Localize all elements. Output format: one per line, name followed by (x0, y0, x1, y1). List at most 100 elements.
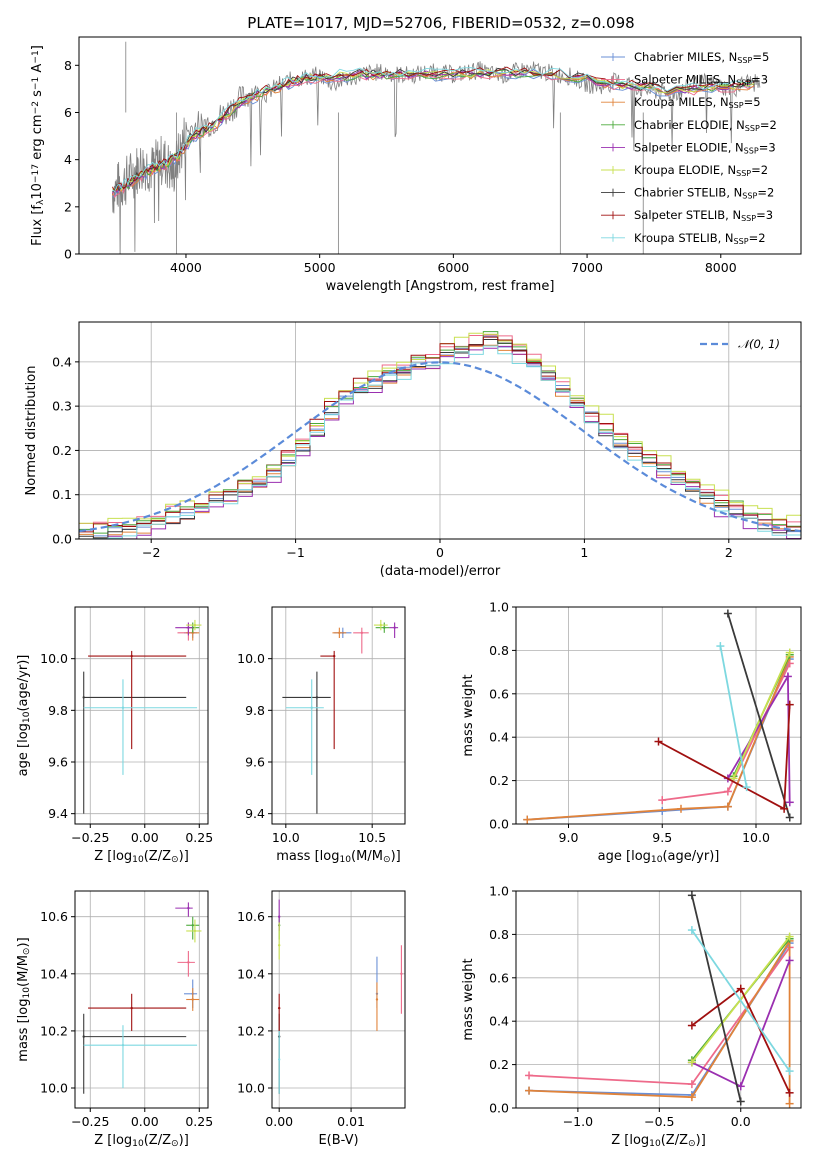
weight-line-6 (727, 613, 791, 818)
x-tick-label: 8000 (705, 260, 737, 275)
x-tick-label: 10.0 (272, 830, 300, 845)
histogram-step-7 (79, 336, 801, 539)
plot-area (111, 41, 761, 254)
data-point (277, 1058, 281, 1061)
x-axis-label: Z [log10(Z/Z⊙)] (94, 1133, 189, 1149)
x-tick-label: 0.00 (131, 830, 159, 845)
data-point (193, 623, 197, 627)
y-tick-label: 0.8 (489, 643, 509, 658)
plot-area (282, 619, 399, 814)
y-tick-label: 0.6 (489, 970, 509, 985)
y-tick-label: 10.0 (237, 1081, 265, 1096)
x-tick-label: 0.25 (185, 1114, 213, 1129)
plot-area (82, 619, 202, 814)
weight-line-2 (528, 937, 791, 1104)
x-tick-label: −2 (142, 545, 160, 560)
x-tick-label: 0.00 (131, 1114, 159, 1129)
y-tick-label: 10.4 (237, 966, 265, 981)
legend-label: Salpeter ELODIE, NSSP=3 (634, 140, 776, 155)
y-tick-label: 9.6 (48, 755, 68, 770)
mass-vs-metallicity-plot: −0.25 0.00 0.25 10.0 10.2 10.4 10.6 Z [log10(Z/… (16, 890, 213, 1149)
y-tick-label: 0 (64, 247, 72, 262)
x-tick-label: 2 (725, 545, 733, 560)
spectrum-legend: Chabrier MILES, NSSP=5 Salpeter MILES, NS… (601, 50, 777, 246)
mass-vs-extinction-plot: 0.00 0.01 10.0 10.2 10.4 10.6 E(B-V) (237, 890, 406, 1148)
data-point (360, 631, 364, 635)
y-tick-label: 2 (64, 199, 72, 214)
y-tick-label: 9.4 (48, 806, 68, 821)
legend-label: Kroupa ELODIE, NSSP=2 (634, 163, 768, 178)
y-axis-label: mass weight (461, 958, 476, 1040)
x-tick-label: 7000 (571, 260, 603, 275)
mass-weight-vs-age-plot: 9.0 9.5 10.0 0.0 0.2 0.4 0.6 0.8 1.0 age [log10(a… (461, 600, 802, 865)
x-axis-label: Z [log10(Z/Z⊙)] (611, 1133, 706, 1149)
legend-label: Kroupa MILES, NSSP=5 (634, 95, 761, 110)
gaussian-curve (79, 361, 801, 533)
histogram-step-8 (79, 345, 801, 539)
x-axis-label: age [log10(age/yr)] (598, 849, 720, 865)
y-tick-label: 9.4 (245, 806, 265, 821)
data-point (375, 998, 379, 1001)
data-point (187, 626, 190, 629)
axes-frame (271, 606, 406, 825)
data-point (393, 626, 396, 629)
legend-label: Salpeter STELIB, NSSP=3 (634, 208, 773, 223)
age-vs-mass-plot: 10.0 10.5 9.4 9.6 9.8 10.0 mass [log10(M/M⊙)] (237, 606, 406, 865)
y-tick-label: 0.4 (489, 1014, 509, 1029)
data-point (383, 626, 386, 629)
y-tick-label: 0.6 (489, 686, 509, 701)
y-tick-label: 0.0 (52, 532, 72, 547)
axes-frame (78, 36, 802, 255)
data-point (315, 696, 319, 699)
weight-line-7 (658, 704, 791, 811)
x-tick-label: 10.5 (358, 830, 386, 845)
y-tick-label: 10.2 (237, 1023, 265, 1038)
plot-area (277, 899, 403, 1094)
data-point (82, 1035, 85, 1038)
y-tick-label: 0.2 (489, 773, 509, 788)
weight-line-2 (527, 656, 791, 821)
data-point (277, 915, 281, 918)
y-tick-label: 9.6 (245, 755, 265, 770)
x-tick-label: 0 (436, 545, 444, 560)
data-point (338, 631, 341, 635)
x-tick-label: −0.25 (71, 1114, 109, 1129)
y-tick-label: 9.8 (48, 703, 68, 718)
y-tick-label: 10.0 (40, 651, 68, 666)
x-tick-label: 1 (580, 545, 588, 560)
y-tick-label: 0.0 (489, 1101, 509, 1116)
model-line-4 (112, 69, 755, 194)
y-axis-label: Normed distribution (24, 366, 39, 496)
plot-area (523, 609, 794, 824)
x-tick-label: 5000 (304, 260, 336, 275)
y-tick-label: 9.8 (245, 703, 265, 718)
y-tick-label: 10.2 (40, 1023, 68, 1038)
axes-frame (74, 890, 209, 1109)
residual-histogram-plot: −2 −1 0 1 2 0.0 0.1 0.2 0.3 0.4 (data-model)/error… (24, 321, 802, 579)
legend-label: Salpeter MILES, NSSP=3 (634, 73, 768, 88)
histogram-legend: 𝒩(0, 1) (700, 337, 780, 351)
x-axis-label: wavelength [Angstrom, rest frame] (326, 279, 555, 294)
x-tick-label: 0.01 (337, 1114, 365, 1129)
x-tick-label: 0.0 (731, 1114, 751, 1129)
y-tick-label: 0.2 (489, 1057, 509, 1072)
plot-area (79, 331, 801, 539)
x-axis-label: E(B-V) (318, 1133, 358, 1148)
data-point (82, 696, 85, 699)
x-tick-label: 6000 (437, 260, 469, 275)
x-tick-label: −0.5 (644, 1114, 674, 1129)
weight-line-8 (691, 929, 791, 1072)
data-point (130, 654, 133, 658)
y-tick-label: 1.0 (489, 884, 509, 899)
y-tick-label: 10.6 (237, 909, 265, 924)
weight-line-6 (691, 895, 742, 1102)
x-tick-label: 9.0 (559, 830, 579, 845)
data-point (400, 972, 403, 976)
age-vs-metallicity-plot: −0.25 0.00 0.25 9.4 9.6 9.8 10.0 Z [log10(Z/Z⊙)… (16, 606, 213, 865)
y-tick-label: 0.4 (489, 730, 509, 745)
data-point (193, 929, 197, 933)
legend-label: Chabrier ELODIE, NSSP=2 (634, 118, 777, 133)
spectrum-title: PLATE=1017, MJD=52706, FIBERID=0532, z=0… (247, 14, 634, 32)
legend-label: Kroupa STELIB, NSSP=2 (634, 231, 766, 246)
